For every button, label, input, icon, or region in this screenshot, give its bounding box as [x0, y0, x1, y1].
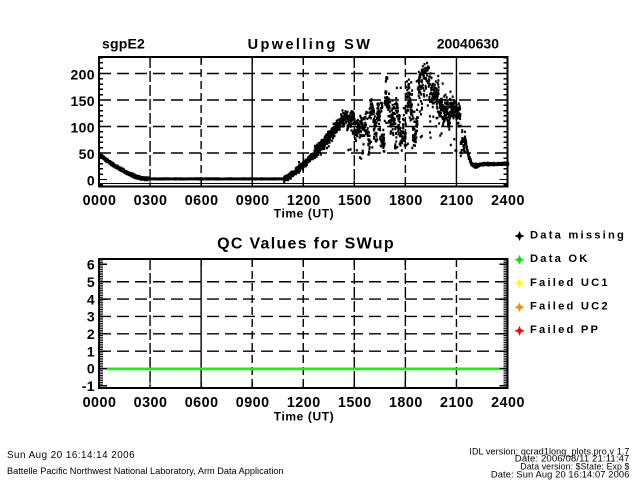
svg-text:sgpE2: sgpE2: [102, 36, 145, 52]
svg-text:-1: -1: [82, 378, 95, 394]
svg-text:200: 200: [70, 67, 95, 83]
svg-text:1500: 1500: [338, 193, 372, 209]
svg-text:3: 3: [87, 309, 95, 325]
svg-text:150: 150: [70, 93, 95, 109]
svg-text:0000: 0000: [83, 395, 117, 411]
svg-text:Time (UT): Time (UT): [274, 207, 335, 221]
svg-text:Data version: $State: Exp $: Data version: $State: Exp $: [520, 462, 629, 472]
svg-text:Upwelling SW: Upwelling SW: [248, 37, 373, 53]
svg-text:0600: 0600: [185, 193, 219, 209]
svg-text:Time (UT): Time (UT): [274, 410, 335, 424]
svg-text:0000: 0000: [83, 193, 117, 209]
svg-text:0300: 0300: [134, 193, 168, 209]
svg-text:Failed UC1: Failed UC1: [530, 277, 610, 289]
svg-text:5: 5: [87, 274, 95, 290]
svg-text:Sun Aug 20 16:14:14 2006: Sun Aug 20 16:14:14 2006: [7, 450, 135, 461]
svg-text:20040630: 20040630: [437, 36, 500, 52]
svg-text:2: 2: [87, 326, 95, 342]
svg-text:Failed UC2: Failed UC2: [530, 301, 610, 313]
svg-text:0900: 0900: [236, 193, 270, 209]
svg-text:50: 50: [79, 146, 95, 162]
svg-text:Date: Sun Aug 20 16:14:07 2006: Date: Sun Aug 20 16:14:07 2006: [491, 470, 630, 480]
svg-text:0300: 0300: [134, 395, 168, 411]
svg-text:100: 100: [70, 120, 95, 136]
svg-text:0: 0: [87, 361, 95, 377]
svg-text:2400: 2400: [491, 395, 525, 411]
svg-text:IDL version: qcrad1long_plots.: IDL version: qcrad1long_plots.pro,v 1.7: [469, 446, 629, 456]
svg-text:Date: 2006/08/11 21:11:47: Date: 2006/08/11 21:11:47: [515, 454, 630, 465]
svg-text:0600: 0600: [185, 395, 219, 411]
svg-text:Data OK: Data OK: [530, 253, 590, 265]
svg-text:2400: 2400: [491, 193, 525, 209]
svg-text:1800: 1800: [389, 395, 423, 411]
svg-text:4: 4: [87, 291, 95, 307]
svg-text:0900: 0900: [236, 395, 270, 411]
svg-text:Data missing: Data missing: [530, 229, 626, 241]
svg-text:Battelle Pacific Northwest Nat: Battelle Pacific Northwest National Labo…: [7, 466, 284, 476]
svg-text:6: 6: [87, 257, 95, 273]
svg-text:QC Values for SWup: QC Values for SWup: [217, 235, 395, 252]
svg-text:1: 1: [87, 343, 95, 359]
svg-text:2100: 2100: [440, 193, 474, 209]
svg-text:1200: 1200: [287, 193, 321, 209]
svg-text:0: 0: [87, 173, 95, 189]
svg-text:1500: 1500: [338, 395, 372, 411]
svg-text:1200: 1200: [287, 395, 321, 411]
svg-text:1800: 1800: [389, 193, 423, 209]
svg-text:Failed PP: Failed PP: [530, 324, 600, 336]
svg-text:2100: 2100: [440, 395, 474, 411]
